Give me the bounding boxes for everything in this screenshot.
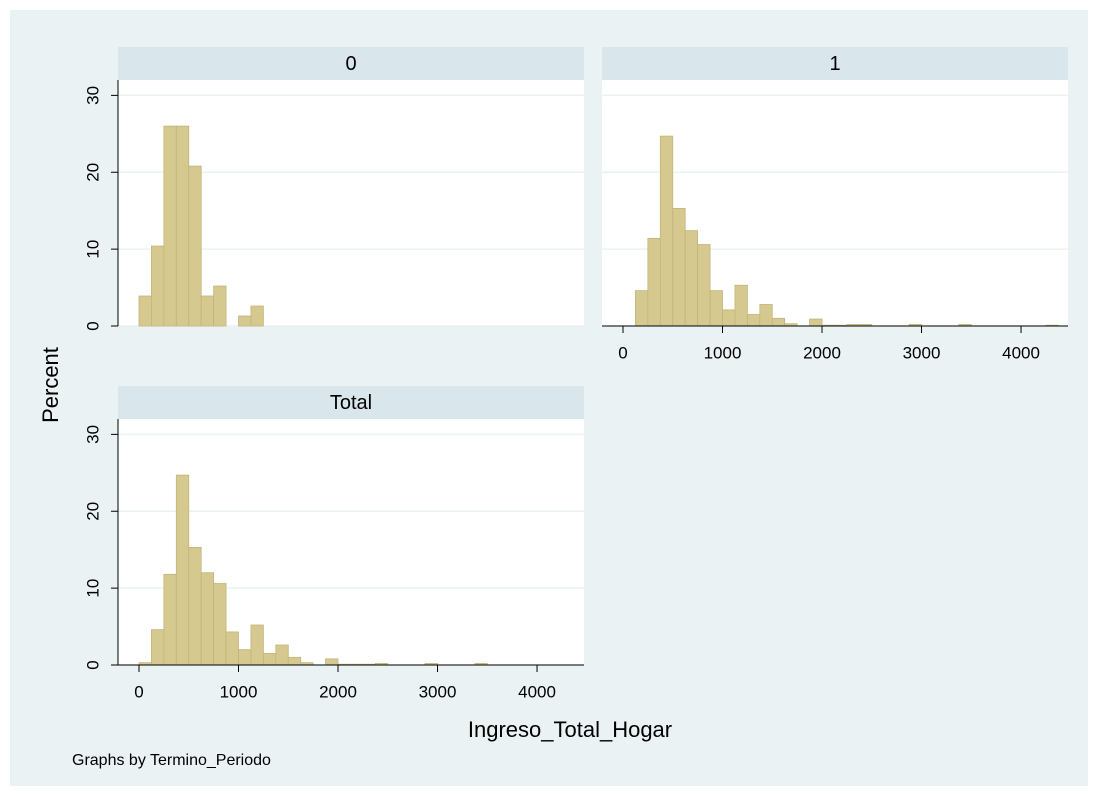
- bar: [722, 309, 736, 327]
- y-tick-label: 30: [83, 425, 102, 444]
- bar: [188, 165, 202, 327]
- bar: [163, 573, 177, 666]
- x-tick-label: 4000: [518, 682, 556, 701]
- x-tick-label: 2000: [319, 682, 357, 701]
- panel-header: [602, 47, 1068, 80]
- bar: [225, 631, 239, 666]
- bar: [175, 474, 190, 666]
- bar: [138, 295, 152, 327]
- bar: [262, 653, 277, 666]
- x-tick-label: 2000: [803, 343, 841, 362]
- y-tick-label: 0: [83, 321, 102, 330]
- x-tick-label: 0: [618, 343, 627, 362]
- bar: [175, 125, 190, 327]
- x-tick-label: 3000: [419, 682, 457, 701]
- bar: [672, 207, 686, 327]
- bar: [771, 317, 786, 327]
- bar: [200, 295, 215, 327]
- x-axis-label: Ingreso_Total_Hogar: [468, 717, 672, 742]
- panel-title: 1: [829, 53, 840, 75]
- bar: [647, 237, 661, 327]
- bar: [746, 314, 761, 327]
- bar: [635, 290, 649, 327]
- bar: [250, 305, 264, 327]
- bar: [238, 315, 252, 327]
- bar: [188, 546, 202, 666]
- bar: [709, 290, 723, 327]
- y-axis-label: Percent: [38, 347, 63, 423]
- bar: [163, 125, 177, 327]
- bar: [697, 244, 711, 327]
- x-tick-label: 1000: [220, 682, 258, 701]
- bar: [213, 583, 227, 666]
- bar: [287, 656, 302, 666]
- y-tick-label: 20: [83, 163, 102, 182]
- bar: [734, 284, 748, 327]
- bar: [200, 572, 215, 666]
- bar: [151, 629, 165, 666]
- bar: [325, 658, 339, 666]
- y-tick-label: 10: [83, 579, 102, 598]
- panel-header: [118, 47, 584, 80]
- panel-header: [118, 386, 584, 419]
- panel-title: Total: [330, 392, 372, 414]
- y-tick-label: 30: [83, 86, 102, 105]
- bar: [809, 318, 823, 327]
- x-tick-label: 1000: [704, 343, 742, 362]
- bar: [684, 230, 699, 327]
- note: Graphs by Termino_Periodo: [72, 752, 271, 769]
- panel-title: 0: [345, 53, 356, 75]
- bar: [213, 285, 227, 327]
- y-tick-label: 20: [83, 502, 102, 521]
- bar: [238, 649, 252, 666]
- bar: [275, 644, 289, 666]
- x-tick-label: 3000: [903, 343, 941, 362]
- bar: [151, 245, 165, 327]
- bar: [659, 135, 674, 327]
- y-tick-label: 10: [83, 240, 102, 259]
- bar: [759, 304, 773, 327]
- x-tick-label: 4000: [1002, 343, 1040, 362]
- bar: [250, 624, 264, 666]
- x-tick-label: 0: [134, 682, 143, 701]
- y-tick-label: 0: [83, 660, 102, 669]
